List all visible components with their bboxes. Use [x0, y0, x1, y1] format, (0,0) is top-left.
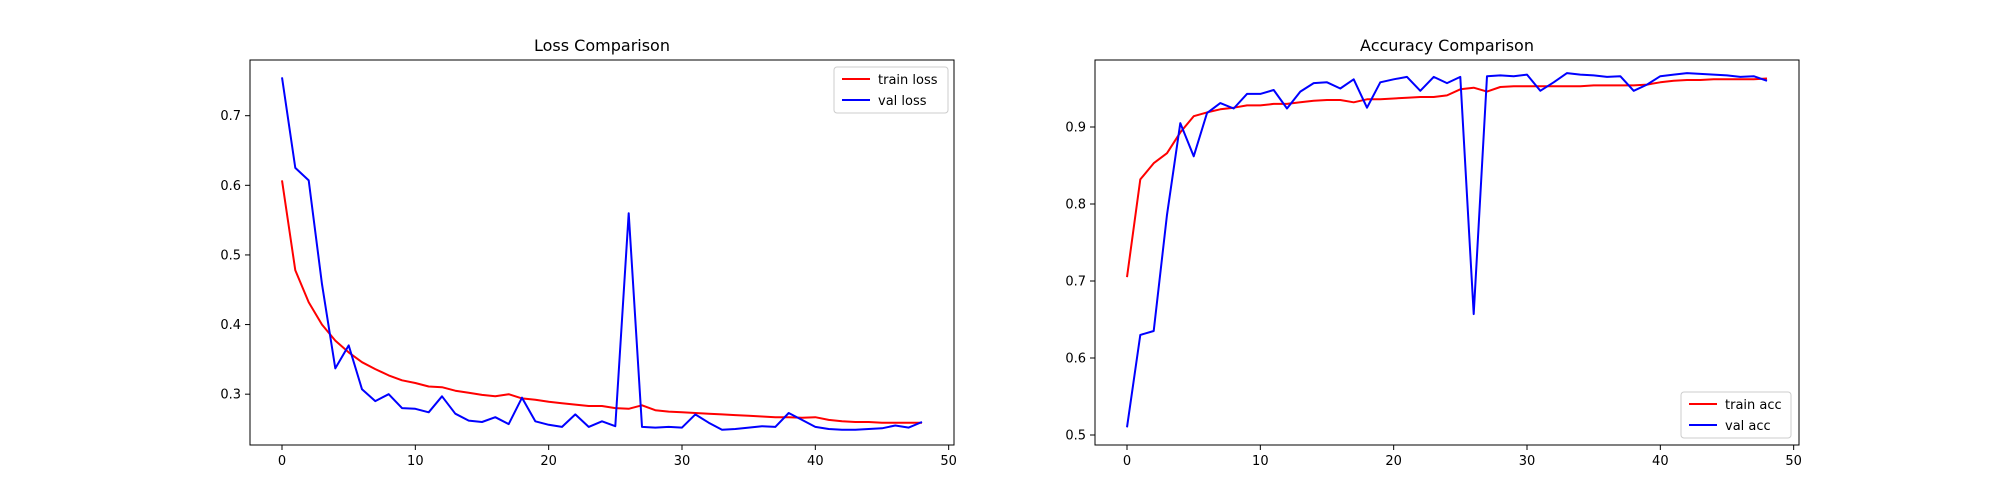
series-layer [281, 77, 923, 431]
y-tick-label: 0.5 [220, 248, 241, 263]
chart-title: Accuracy Comparison [1360, 36, 1534, 55]
legend-label-val-acc: val acc [1725, 419, 1771, 434]
y-axis-ticks: 0.5 0.6 0.7 0.8 0.9 [1065, 120, 1095, 443]
x-tick-label: 30 [674, 454, 691, 469]
accuracy-chart: Accuracy Comparison 0 10 20 30 40 50 0.50.60.… [1065, 36, 1802, 469]
x-axis-ticks: 0 10 20 30 40 50 [278, 445, 957, 469]
y-tick-label: 0.3 [220, 388, 241, 403]
x-tick-label: 20 [540, 454, 557, 469]
y-tick-label: 0.6 [1065, 351, 1086, 366]
y-tick-label: 0.5 [1065, 428, 1086, 443]
x-axis-ticks: 0 10 20 30 40 50 [1123, 445, 1802, 469]
plot-area-frame [249, 59, 955, 446]
y-tick-label: 0.9 [1065, 120, 1086, 135]
legend-label-train-loss: train loss [878, 73, 938, 88]
x-tick-label: 10 [407, 454, 424, 469]
x-tick-label: 30 [1519, 454, 1536, 469]
legend: train acc val acc [1680, 391, 1792, 439]
series-line-val-loss [281, 77, 923, 431]
x-tick-label: 40 [1652, 454, 1669, 469]
series-line-train-loss [281, 180, 922, 424]
x-tick-label: 50 [1785, 454, 1802, 469]
legend-label-val-loss: val loss [878, 94, 927, 109]
y-tick-label: 0.7 [1065, 274, 1086, 289]
chart-title: Loss Comparison [534, 36, 670, 55]
x-tick-label: 10 [1252, 454, 1269, 469]
x-tick-label: 0 [1123, 454, 1131, 469]
plot-area-frame [1094, 59, 1800, 446]
y-tick-label: 0.8 [1065, 197, 1086, 212]
y-tick-label: 0.7 [220, 109, 241, 124]
legend: train loss val loss [833, 66, 949, 114]
y-tick-label: 0.4 [220, 318, 241, 333]
y-tick-label: 0.6 [220, 179, 241, 194]
series-line-val-acc [1126, 72, 1768, 428]
x-tick-label: 50 [940, 454, 957, 469]
legend-label-train-acc: train acc [1725, 398, 1782, 413]
loss-chart: Loss Comparison 0 10 20 30 40 50 0.3 0.4 0.5 0.6… [220, 36, 957, 469]
series-layer [1126, 72, 1768, 428]
y-axis-ticks: 0.3 0.4 0.5 0.6 0.7 [220, 109, 250, 403]
x-tick-label: 20 [1385, 454, 1402, 469]
x-tick-label: 0 [278, 454, 286, 469]
x-tick-label: 40 [807, 454, 824, 469]
